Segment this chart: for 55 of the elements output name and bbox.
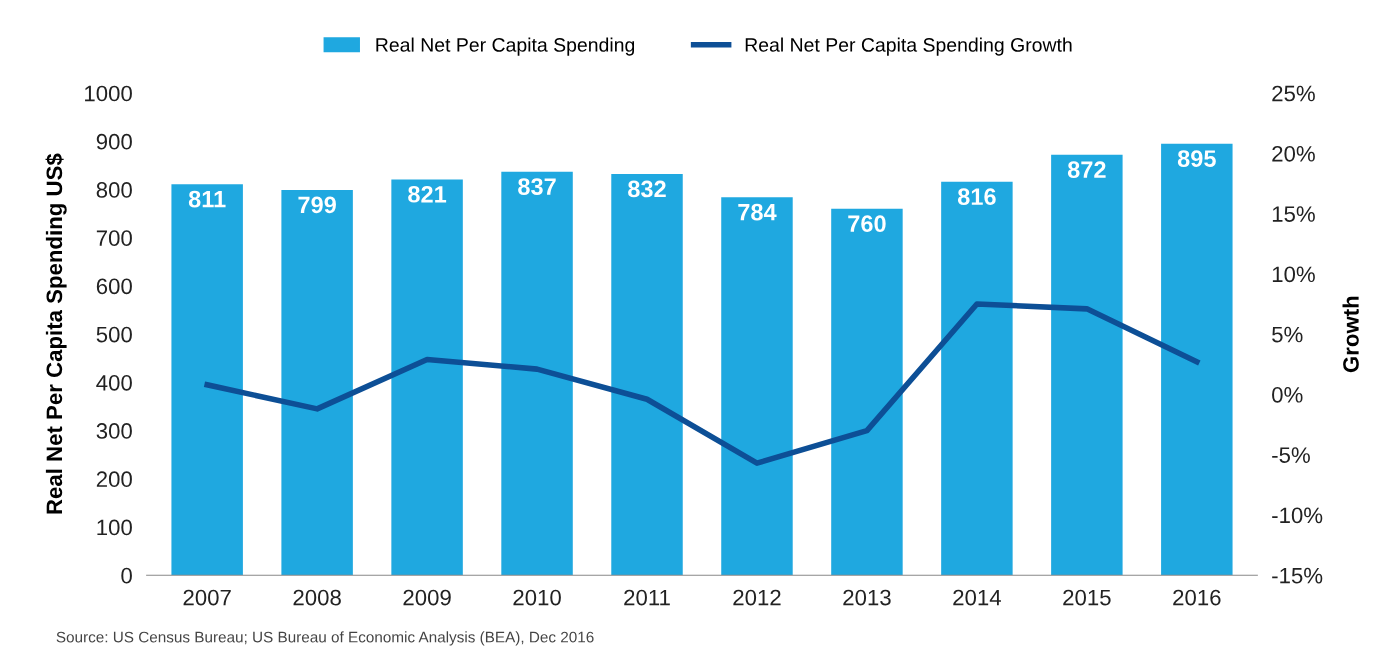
x-tick-label: 2009: [403, 589, 451, 606]
x-tick-label: 2015: [1063, 589, 1111, 606]
x-tick-label: 2014: [953, 589, 1001, 606]
y2-tick-label: 0%: [1272, 386, 1303, 403]
y-tick-label: 100: [97, 519, 132, 536]
y-tick-label: 700: [96, 230, 132, 247]
bar: [941, 181, 1013, 576]
bar: [171, 184, 243, 576]
x-tick-label: 2013: [843, 589, 891, 606]
bar: [281, 190, 353, 576]
bar: [721, 197, 793, 576]
legend-label: Real Net Per Capita Spending: [376, 37, 635, 56]
source-note: Source: US Census Bureau; US Bureau of Economic Analysis (BEA), Dec 2016: [56, 631, 594, 646]
y-tick-label: 800: [96, 182, 132, 198]
data-label: 784: [738, 203, 777, 221]
x-tick-label: 2007: [183, 589, 231, 606]
y-tick-label: 0: [121, 567, 132, 584]
y2-tick-label: 10%: [1272, 266, 1315, 283]
x-tick-label: 2016: [1173, 589, 1221, 606]
bar: [391, 179, 463, 576]
y2-axis-title: Growth: [1342, 296, 1359, 373]
data-label: 816: [957, 188, 996, 206]
y-tick-label: 1000: [85, 85, 132, 102]
bar: [611, 174, 683, 576]
y-tick-label: 200: [96, 471, 132, 488]
x-tick-label: 2010: [513, 589, 561, 606]
data-label: 821: [408, 185, 447, 203]
y2-tick-label: -15%: [1272, 567, 1323, 584]
data-label: 811: [188, 190, 226, 208]
bar: [831, 208, 903, 576]
bar: [501, 171, 573, 576]
x-tick-label: 2012: [733, 589, 781, 606]
x-tick-label: 2011: [624, 589, 670, 606]
y2-tick-label: 20%: [1272, 145, 1315, 162]
x-tick-label: 2008: [293, 589, 341, 606]
y-tick-label: 400: [96, 374, 132, 391]
y-tick-label: 500: [96, 326, 132, 343]
bar: [1161, 143, 1233, 576]
legend-label: Real Net Per Capita Spending Growth: [745, 37, 1072, 56]
bar: [1051, 154, 1123, 576]
data-label: 895: [1177, 150, 1216, 167]
y-tick-label: 900: [96, 133, 132, 150]
y-axis-title: Real Net Per Capita Spending US$: [45, 153, 67, 514]
data-label: 832: [628, 180, 666, 198]
y2-tick-label: -10%: [1272, 507, 1323, 524]
y2-tick-label: 15%: [1272, 206, 1315, 222]
y-tick-label: 600: [96, 278, 132, 295]
y-tick-label: 300: [96, 423, 132, 439]
y2-tick-label: 5%: [1272, 326, 1303, 343]
data-label: 872: [1067, 161, 1106, 179]
data-label: 837: [518, 178, 556, 195]
y2-tick-label: 25%: [1272, 85, 1315, 102]
y2-tick-label: -5%: [1272, 447, 1310, 463]
data-label: 799: [298, 196, 336, 214]
data-label: 760: [848, 215, 886, 233]
